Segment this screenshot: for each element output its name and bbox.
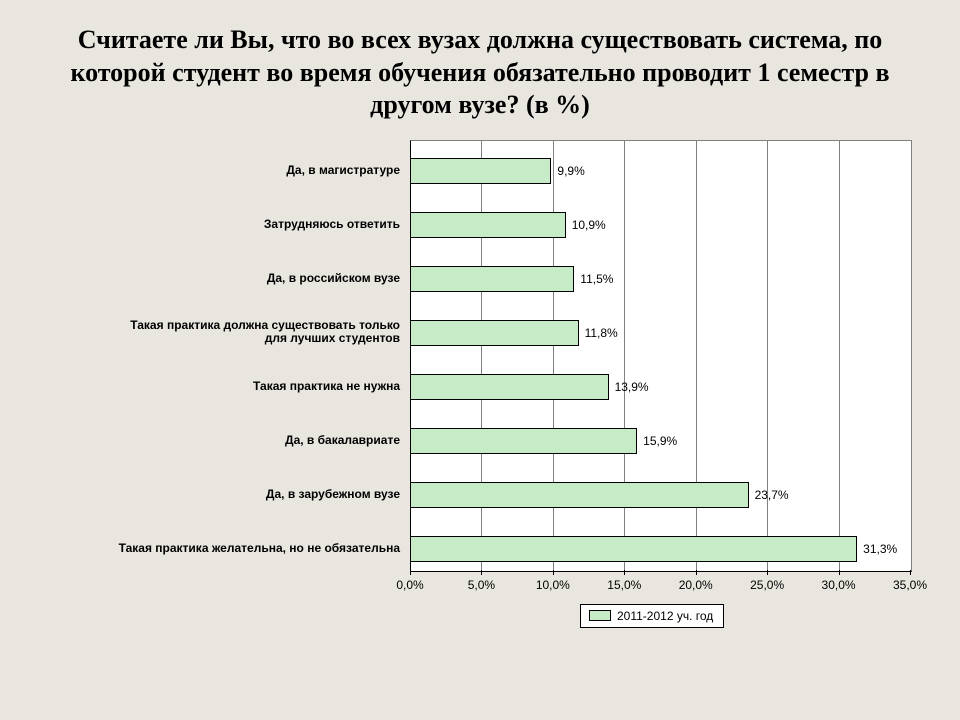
value-label: 31,3% <box>863 542 897 556</box>
x-tick-label: 35,0% <box>893 578 927 592</box>
bar-chart: 0,0%5,0%10,0%15,0%20,0%25,0%30,0%35,0%Да… <box>110 140 910 610</box>
bar <box>410 158 551 184</box>
bar <box>410 266 574 292</box>
x-tick-label: 10,0% <box>536 578 570 592</box>
x-tick-label: 25,0% <box>750 578 784 592</box>
x-tick <box>767 570 768 575</box>
slide-title: Считаете ли Вы, что во всех вузах должна… <box>50 24 910 122</box>
value-label: 10,9% <box>572 218 606 232</box>
x-tick-label: 30,0% <box>822 578 856 592</box>
x-tick-label: 0,0% <box>396 578 423 592</box>
value-label: 9,9% <box>557 164 584 178</box>
x-tick <box>624 570 625 575</box>
value-label: 11,8% <box>585 326 618 340</box>
slide: Считаете ли Вы, что во всех вузах должна… <box>0 0 960 720</box>
x-tick <box>410 570 411 575</box>
x-tick <box>553 570 554 575</box>
category-label: Да, в магистратуре <box>110 164 400 178</box>
x-tick <box>839 570 840 575</box>
category-label: Такая практика желательна, но не обязате… <box>110 542 400 556</box>
category-label: Да, в зарубежном вузе <box>110 488 400 502</box>
category-label: Да, в российском вузе <box>110 272 400 286</box>
bar <box>410 536 857 562</box>
bar <box>410 482 749 508</box>
legend: 2011-2012 уч. год <box>580 604 724 628</box>
x-tick <box>696 570 697 575</box>
category-label: Такая практика не нужна <box>110 380 400 394</box>
x-tick-label: 20,0% <box>679 578 713 592</box>
value-label: 11,5% <box>580 272 613 286</box>
bar <box>410 374 609 400</box>
bar <box>410 212 566 238</box>
value-label: 13,9% <box>615 380 649 394</box>
x-tick <box>481 570 482 575</box>
legend-swatch-icon <box>589 610 611 621</box>
bar <box>410 428 637 454</box>
category-label: Такая практика должна существовать тольк… <box>110 319 400 347</box>
gridline <box>839 140 840 570</box>
value-label: 23,7% <box>755 488 789 502</box>
category-label: Да, в бакалавриате <box>110 434 400 448</box>
legend-label: 2011-2012 уч. год <box>617 609 713 623</box>
bar <box>410 320 579 346</box>
x-tick-label: 15,0% <box>607 578 641 592</box>
value-label: 15,9% <box>643 434 677 448</box>
x-tick <box>910 570 911 575</box>
category-label: Затрудняюсь ответить <box>110 218 400 232</box>
chart-area: 0,0%5,0%10,0%15,0%20,0%25,0%30,0%35,0%Да… <box>110 140 920 610</box>
x-tick-label: 5,0% <box>468 578 495 592</box>
gridline <box>767 140 768 570</box>
